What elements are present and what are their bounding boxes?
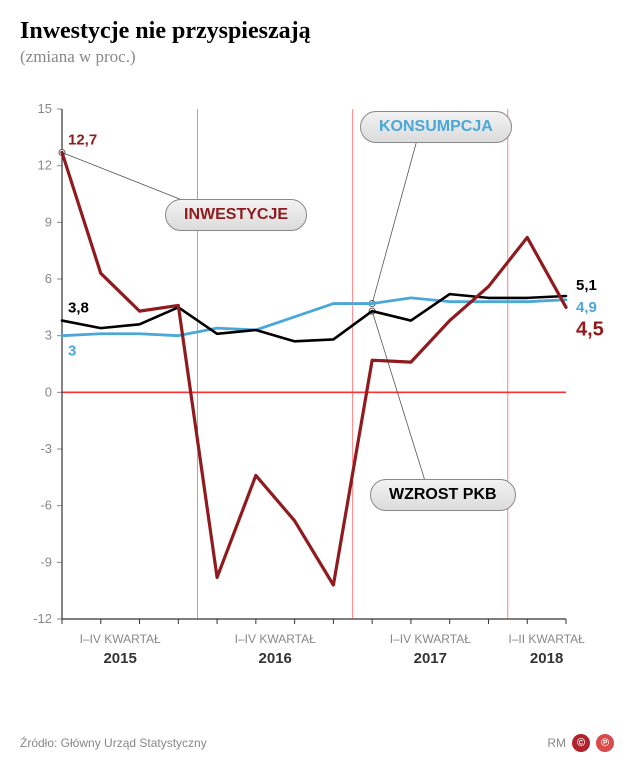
chart-svg: -12 -9 -6 -3 0 3 6 9 12 15 I–IV KWARTAŁ 2015 I–IV KW…: [20, 79, 614, 689]
svg-text:2015: 2015: [103, 650, 136, 667]
svg-text:12: 12: [38, 158, 52, 173]
svg-text:3: 3: [68, 343, 76, 360]
credit-text: RM: [547, 736, 566, 750]
svg-text:2017: 2017: [414, 650, 447, 667]
svg-text:3: 3: [45, 328, 52, 343]
svg-text:12,7: 12,7: [68, 131, 97, 148]
svg-text:-9: -9: [40, 554, 52, 569]
svg-text:2018: 2018: [530, 650, 563, 667]
svg-text:-3: -3: [40, 441, 52, 456]
legend-pill-konsumpcja: KONSUMPCJA: [360, 111, 512, 143]
svg-text:5,1: 5,1: [576, 277, 597, 294]
svg-text:-12: -12: [33, 611, 52, 626]
svg-text:3,8: 3,8: [68, 300, 89, 317]
copyright-icon: ©: [572, 734, 590, 752]
svg-text:I–IV KWARTAŁ: I–IV KWARTAŁ: [235, 632, 316, 646]
svg-text:I–II KWARTAŁ: I–II KWARTAŁ: [508, 632, 585, 646]
line-chart: -12 -9 -6 -3 0 3 6 9 12 15 I–IV KWARTAŁ 2015 I–IV KW…: [20, 79, 614, 689]
svg-text:I–IV KWARTAŁ: I–IV KWARTAŁ: [80, 632, 161, 646]
chart-title: Inwestycje nie przyspieszają: [20, 18, 614, 45]
svg-text:0: 0: [45, 384, 52, 399]
chart-subtitle: (zmiana w proc.): [20, 47, 614, 67]
source-text: Źródło: Główny Urząd Statystyczny: [20, 736, 207, 750]
svg-text:-6: -6: [40, 498, 52, 513]
legend-pill-inwestycje: INWESTYCJE: [165, 199, 307, 231]
legend-pill-pkb: WZROST PKB: [370, 479, 516, 511]
svg-text:2016: 2016: [259, 650, 292, 667]
p-icon: ℗: [596, 734, 614, 752]
svg-text:9: 9: [45, 214, 52, 229]
chart-footer: Źródło: Główny Urząd Statystyczny RM © ℗: [20, 734, 614, 752]
svg-text:15: 15: [38, 101, 52, 116]
svg-text:4,5: 4,5: [576, 318, 604, 340]
svg-text:4,9: 4,9: [576, 299, 597, 316]
svg-text:6: 6: [45, 271, 52, 286]
svg-text:I–IV KWARTAŁ: I–IV KWARTAŁ: [390, 632, 471, 646]
